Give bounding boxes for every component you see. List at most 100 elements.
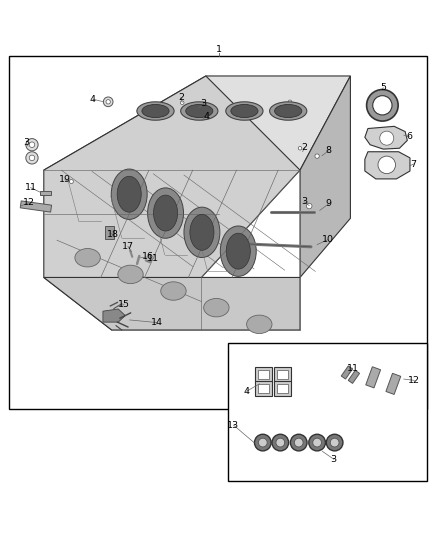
Text: 7: 7 [410,159,417,168]
Circle shape [69,180,74,183]
Bar [20,201,52,212]
Circle shape [307,203,312,209]
Bar [105,226,114,239]
Ellipse shape [137,102,174,120]
Ellipse shape [142,104,169,118]
Ellipse shape [220,226,256,276]
Text: 11: 11 [346,364,359,373]
Text: 13: 13 [227,421,240,430]
Text: 18: 18 [107,230,119,239]
Text: 10: 10 [321,235,334,244]
Circle shape [303,200,315,212]
Text: 4: 4 [204,112,210,121]
Circle shape [67,177,76,186]
Bar [274,367,291,382]
Polygon shape [365,126,407,149]
Text: 2: 2 [301,143,307,152]
Ellipse shape [254,434,271,451]
Text: 12: 12 [22,198,35,207]
Ellipse shape [247,315,272,334]
Bar [386,373,401,394]
Ellipse shape [326,434,343,451]
Text: 16: 16 [142,252,154,261]
Circle shape [312,151,322,161]
Circle shape [29,142,35,148]
Ellipse shape [75,248,100,267]
Text: 3: 3 [331,455,337,464]
Bar [39,191,50,195]
Text: 1: 1 [216,45,222,54]
Bar [228,343,427,481]
Bar [348,370,360,383]
Text: 5: 5 [380,83,386,92]
Bar [277,370,288,379]
Text: 3: 3 [301,197,307,206]
Bar [258,384,269,393]
Text: 17: 17 [122,242,134,251]
Polygon shape [44,278,300,330]
Ellipse shape [309,434,325,451]
Ellipse shape [290,434,307,451]
Ellipse shape [226,102,263,120]
Ellipse shape [231,104,258,118]
Bar [255,381,272,395]
Polygon shape [103,309,125,322]
Text: 2: 2 [178,93,184,102]
Bar [255,367,272,382]
Ellipse shape [204,298,229,317]
Circle shape [315,154,319,158]
Text: 3: 3 [201,99,207,108]
Circle shape [106,100,110,104]
Text: 11: 11 [147,254,159,263]
Text: 4: 4 [90,95,96,104]
Ellipse shape [153,195,177,231]
Ellipse shape [269,102,307,120]
Text: 12: 12 [408,376,420,385]
Circle shape [26,139,38,151]
Ellipse shape [118,265,143,284]
Circle shape [180,101,184,104]
Text: 8: 8 [325,147,332,155]
Circle shape [26,152,38,164]
Ellipse shape [226,233,251,269]
Ellipse shape [276,438,285,447]
Polygon shape [300,76,350,278]
Ellipse shape [161,282,186,300]
Circle shape [103,97,113,107]
Bar [274,381,291,395]
Circle shape [367,90,398,121]
Text: 15: 15 [118,300,130,309]
Circle shape [286,98,294,106]
Text: 11: 11 [25,183,37,192]
Ellipse shape [258,438,267,447]
Circle shape [178,99,186,107]
Circle shape [296,144,304,152]
Ellipse shape [117,176,141,212]
Bar [277,384,288,393]
Polygon shape [44,76,300,330]
Ellipse shape [272,434,289,451]
Ellipse shape [148,188,184,238]
Circle shape [29,155,35,160]
Ellipse shape [275,104,302,118]
Circle shape [373,96,392,115]
Ellipse shape [186,104,213,118]
Bar [9,56,427,409]
Text: 19: 19 [59,175,71,184]
Text: 4: 4 [244,387,250,396]
Text: 6: 6 [406,132,413,141]
Polygon shape [365,152,410,179]
Bar [341,366,353,379]
Circle shape [298,147,302,150]
Text: 9: 9 [325,199,332,208]
Ellipse shape [330,438,339,447]
Text: 3: 3 [23,138,29,147]
Circle shape [380,131,394,145]
Ellipse shape [190,214,214,251]
Bar [258,370,269,379]
Ellipse shape [184,207,220,257]
Circle shape [288,100,292,103]
Ellipse shape [294,438,303,447]
Bar [366,367,381,388]
Circle shape [378,156,396,174]
